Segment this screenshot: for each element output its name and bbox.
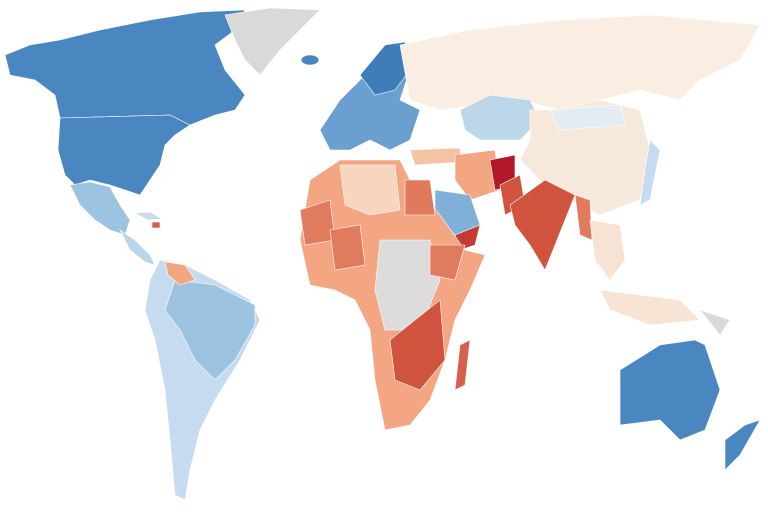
japan (639, 139, 661, 206)
united-states (57, 114, 191, 196)
australia (619, 339, 721, 441)
iceland (300, 54, 320, 66)
venezuela (164, 261, 196, 286)
greenland (224, 7, 321, 76)
haiti (151, 221, 161, 229)
southern-africa (389, 299, 446, 391)
new-zealand (724, 419, 761, 471)
bangladesh-myanmar (574, 194, 593, 241)
papua-new-guinea (699, 309, 731, 336)
russia (399, 14, 761, 111)
southeast-asia (589, 219, 626, 281)
indonesia (599, 289, 701, 326)
brazil (164, 279, 256, 381)
ethiopia (429, 244, 466, 281)
egypt (404, 179, 436, 216)
nigeria (329, 224, 366, 271)
cuba (133, 211, 163, 221)
turkey (409, 147, 463, 166)
central-america (119, 229, 156, 266)
north-africa (339, 164, 401, 216)
madagascar (454, 339, 471, 391)
canada-alaska (4, 9, 246, 126)
mexico (69, 181, 131, 236)
mongolia (549, 104, 626, 131)
india (509, 179, 576, 271)
iran (454, 149, 501, 201)
